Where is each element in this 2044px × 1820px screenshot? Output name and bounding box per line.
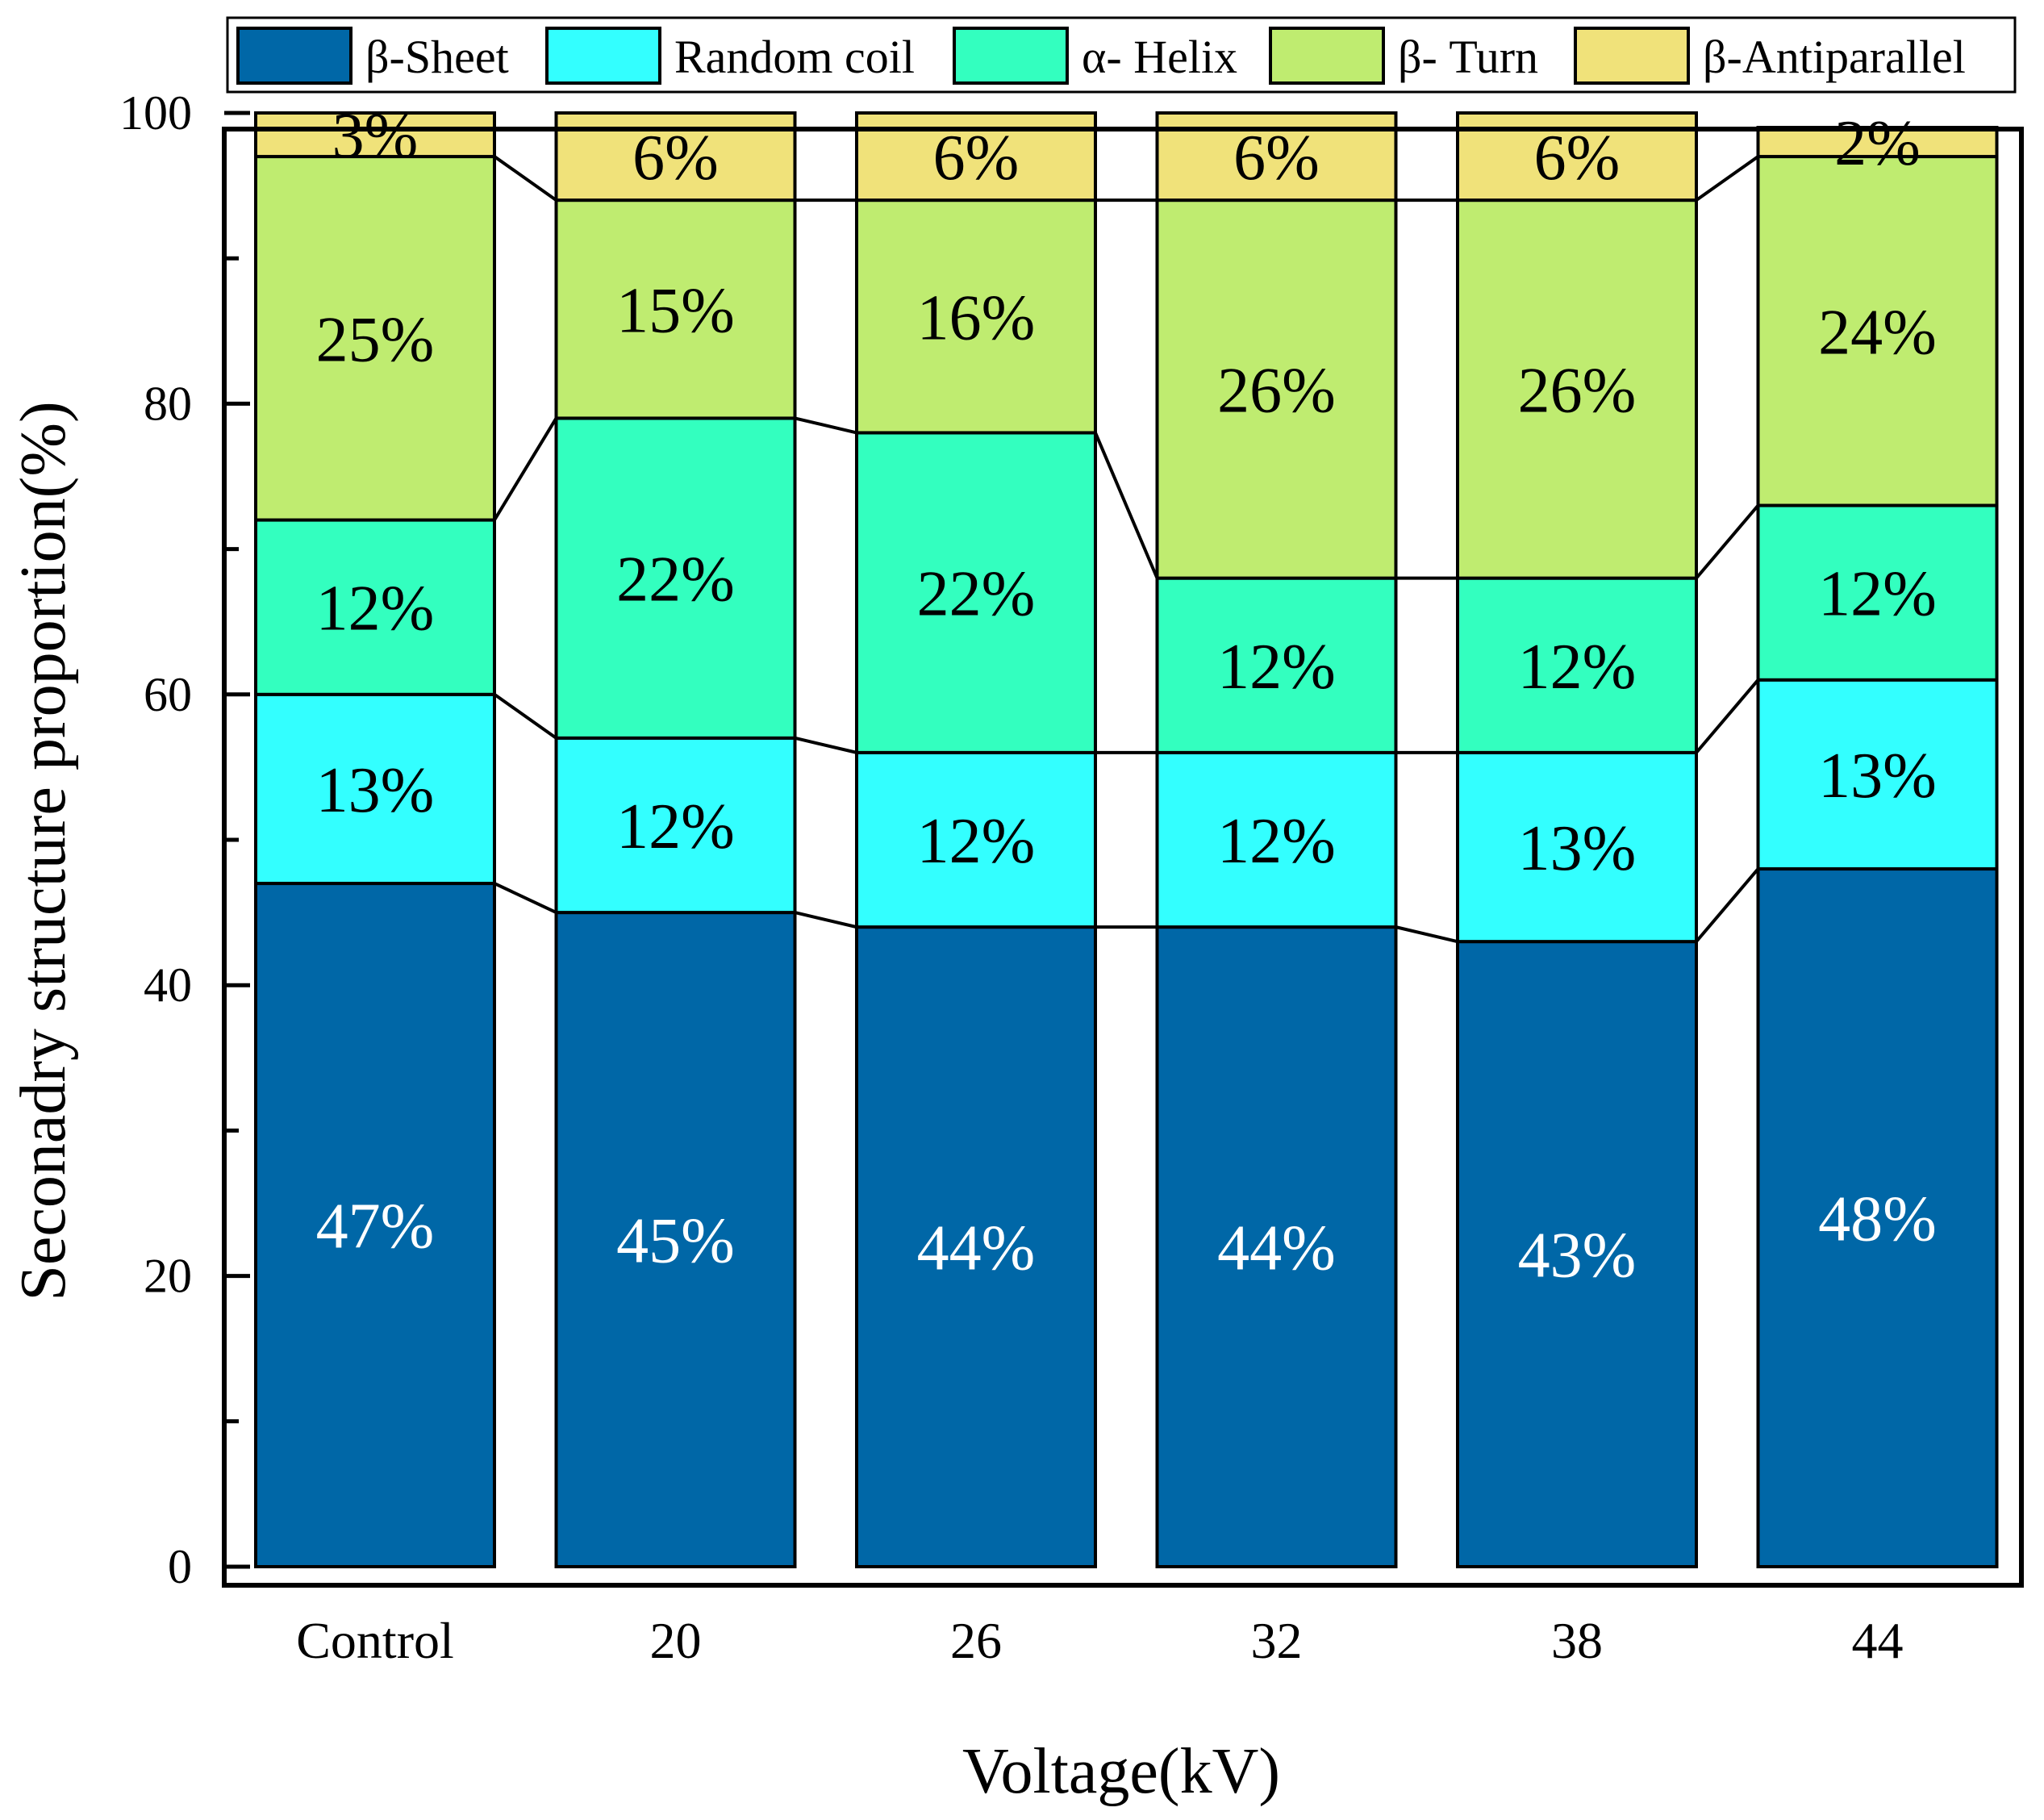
bar-segment — [254, 111, 496, 159]
bar-segment — [1456, 576, 1698, 754]
connector-line — [1695, 867, 1760, 943]
data-label: 22% — [616, 545, 735, 616]
bar-segment — [554, 416, 797, 740]
connector-line — [1395, 925, 1458, 944]
data-label: 2% — [1834, 108, 1921, 179]
x-axis-title: Voltage(kV) — [962, 1736, 1280, 1807]
x-tick-label: 20 — [650, 1612, 702, 1669]
connector-line — [493, 155, 557, 202]
bar-segment — [554, 736, 797, 915]
data-label: 13% — [1518, 813, 1637, 884]
bar-segment — [1456, 940, 1698, 1568]
legend-swatch — [236, 27, 352, 85]
x-tick-label: 32 — [1251, 1612, 1303, 1669]
data-label: 6% — [933, 123, 1020, 194]
y-tick-label: 100 — [119, 86, 192, 140]
bar-segment — [1756, 503, 1999, 682]
data-label: 12% — [1217, 806, 1336, 877]
bar-segment — [1756, 867, 1999, 1569]
data-label: 47% — [316, 1192, 435, 1263]
data-label: 16% — [917, 282, 1036, 353]
data-label: 6% — [1534, 123, 1621, 194]
connector-line — [1695, 155, 1759, 202]
data-label: 6% — [632, 123, 719, 194]
data-label: 48% — [1818, 1184, 1937, 1255]
legend-frame — [226, 16, 2017, 94]
connector-lines — [493, 155, 1760, 944]
y-tick-label: 20 — [144, 1250, 192, 1303]
x-tick-label: Control — [296, 1612, 454, 1669]
connector-line — [1094, 432, 1159, 579]
data-label: 44% — [1217, 1213, 1336, 1284]
legend: β-Sheet Random coil α- Helix β- Turn β-Antip… — [226, 16, 2017, 94]
data-label: 6% — [1233, 123, 1320, 194]
connector-line — [795, 416, 857, 435]
y-tick-label: 60 — [144, 668, 192, 721]
data-label: 26% — [1518, 355, 1637, 426]
bar-segment — [855, 750, 1097, 929]
y-tick-label: 40 — [144, 958, 192, 1012]
bar-segment — [1155, 925, 1398, 1568]
data-label: 12% — [616, 791, 735, 862]
data-label: 12% — [316, 574, 435, 645]
data-label: 22% — [917, 559, 1036, 630]
connector-line — [1695, 678, 1760, 754]
bar-segment — [1456, 198, 1698, 580]
data-label: 12% — [917, 806, 1036, 877]
legend-label: α- Helix — [1082, 31, 1237, 83]
y-tick-label: 80 — [144, 377, 192, 430]
bar-segment — [1756, 155, 1999, 507]
bar-segment — [1155, 750, 1398, 929]
bar-segment — [1155, 576, 1398, 754]
data-label: 26% — [1217, 355, 1336, 426]
data-label: 12% — [1217, 632, 1336, 703]
legend-swatch — [545, 27, 661, 85]
bar-segment — [254, 882, 496, 1569]
data-label: 24% — [1818, 297, 1937, 368]
legend-swatch — [1574, 27, 1690, 85]
x-axis: Control 20 26 32 38 44 — [296, 1612, 1903, 1669]
x-tick-label: 26 — [950, 1612, 1002, 1669]
bar-segment — [554, 198, 797, 420]
data-label: 44% — [917, 1213, 1036, 1284]
plot-frame — [222, 127, 2024, 1588]
connector-line — [795, 736, 857, 754]
bars-layer — [254, 111, 1999, 1569]
bar-segment — [1155, 198, 1398, 580]
data-label: 12% — [1818, 559, 1937, 630]
connector-line — [795, 911, 857, 929]
connector-line — [493, 417, 558, 521]
data-label: 43% — [1518, 1221, 1637, 1292]
bar-segment — [554, 911, 797, 1568]
data-labels: 47% 13% 12% 25% 3% 45% 12% 22% 15% 6% 44% 12% 22% 16%… — [316, 101, 1937, 1292]
x-tick-label: 44 — [1852, 1612, 1904, 1669]
legend-label: β-Sheet — [365, 31, 509, 83]
data-label: 13% — [1818, 741, 1937, 812]
data-label: 25% — [316, 304, 435, 375]
data-label: 45% — [616, 1206, 735, 1277]
bar-segment — [254, 692, 496, 886]
data-label: 15% — [616, 275, 735, 346]
bar-segment — [1756, 678, 1999, 871]
connector-line — [1695, 504, 1760, 579]
data-label: 3% — [332, 101, 419, 172]
legend-swatch — [953, 27, 1069, 85]
legend-label: β- Turn — [1398, 31, 1538, 83]
x-tick-label: 38 — [1551, 1612, 1603, 1669]
y-tick-label: 0 — [168, 1540, 192, 1593]
bar-segment — [855, 431, 1097, 754]
bar-segment — [855, 925, 1097, 1568]
data-label: 13% — [316, 755, 435, 826]
y-axis: 0 20 40 60 80 100 — [119, 86, 250, 1593]
legend-swatch — [1269, 27, 1385, 85]
connector-line — [494, 882, 557, 914]
legend-label: β-Antiparallel — [1703, 31, 1966, 83]
legend-label: Random coil — [674, 31, 915, 83]
y-axis-title: Seconadry structure proportion(%) — [8, 401, 79, 1300]
data-label: 12% — [1518, 632, 1637, 703]
connector-line — [493, 693, 557, 740]
bar-segment — [254, 155, 496, 522]
